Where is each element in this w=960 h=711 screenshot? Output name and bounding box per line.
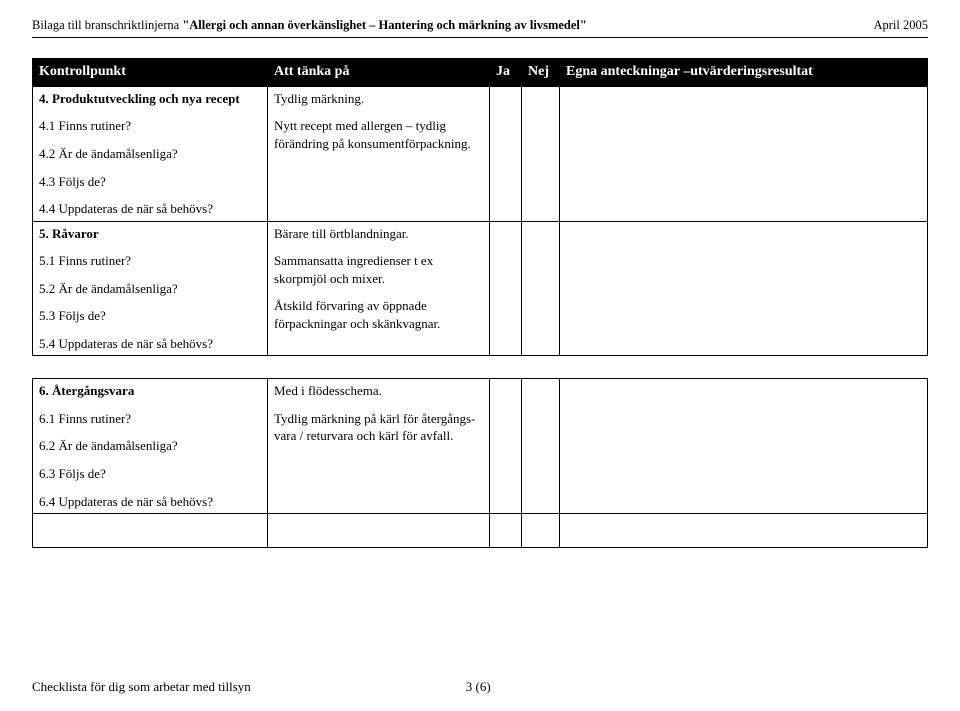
table-gap (32, 356, 928, 378)
section-num: 4. (39, 91, 49, 106)
cell-nej[interactable] (522, 86, 560, 221)
col-header-ja: Ja (490, 59, 522, 87)
page-header: Bilaga till branschriktlinjerna "Allergi… (32, 18, 928, 38)
think-text: Bärare till örtblandningar. (274, 225, 483, 243)
table-header-row: Kontrollpunkt Att tänka på Ja Nej Egna a… (33, 59, 928, 87)
col-header-att-tanka-pa: Att tänka på (268, 59, 490, 87)
sub-item: 5.3 Följs de? (39, 307, 261, 325)
col-header-nej: Nej (522, 59, 560, 87)
sub-item: 4.4 Uppdateras de när så behövs? (39, 200, 261, 218)
sub-item: 5.4 Uppdateras de när så behövs? (39, 335, 261, 353)
section-num: 5. (39, 226, 49, 241)
cell-kontrollpunkt: 6. Återgångsvara 6.1 Finns rutiner? 6.2 … (33, 379, 268, 514)
think-text: Tydlig märkning på kärl för återgångs-va… (274, 410, 483, 445)
cell-nej[interactable] (522, 221, 560, 356)
checklist-table: Kontrollpunkt Att tänka på Ja Nej Egna a… (32, 58, 928, 356)
sub-item: 5.1 Finns rutiner? (39, 252, 261, 270)
page-footer: Checklista för dig som arbetar med tills… (32, 679, 928, 695)
section-title: Råvaror (52, 226, 99, 241)
think-text: Åtskild förvaring av öppnade förpackning… (274, 297, 483, 332)
cell-notes[interactable] (560, 514, 928, 548)
think-text: Med i flödesschema. (274, 382, 483, 400)
cell-kontrollpunkt: 4. Produktutveckling och nya recept 4.1 … (33, 86, 268, 221)
think-text: Tydlig märkning. (274, 90, 483, 108)
cell-notes[interactable] (560, 379, 928, 514)
sub-item: 4.1 Finns rutiner? (39, 117, 261, 135)
cell-att-tanka-pa: Med i flödesschema. Tydlig märkning på k… (268, 379, 490, 514)
header-date: April 2005 (873, 18, 928, 33)
sub-item: 4.3 Följs de? (39, 173, 261, 191)
header-prefix: Bilaga till branschriktlinjerna (32, 18, 182, 32)
cell-ja[interactable] (490, 379, 522, 514)
cell-nej[interactable] (522, 379, 560, 514)
cell-nej[interactable] (522, 514, 560, 548)
sub-item: 6.3 Följs de? (39, 465, 261, 483)
cell-ja[interactable] (490, 514, 522, 548)
cell-kontrollpunkt (33, 514, 268, 548)
cell-notes[interactable] (560, 221, 928, 356)
cell-att-tanka-pa (268, 514, 490, 548)
section-title: Produktutveckling och nya recept (52, 91, 240, 106)
header-bold: "Allergi och annan överkänslighet – Hant… (182, 18, 587, 32)
cell-att-tanka-pa: Tydlig märkning. Nytt recept med allerge… (268, 86, 490, 221)
sub-item: 6.1 Finns rutiner? (39, 410, 261, 428)
col-header-egna: Egna anteckningar –utvärderingsresultat (560, 59, 928, 87)
header-title: Bilaga till branschriktlinjerna "Allergi… (32, 18, 587, 33)
sub-item: 5.2 Är de ändamålsenliga? (39, 280, 261, 298)
sub-item: 6.2 Är de ändamålsenliga? (39, 437, 261, 455)
sub-item: 6.4 Uppdateras de när så behövs? (39, 493, 261, 511)
cell-att-tanka-pa: Bärare till örtblandningar. Sammansatta … (268, 221, 490, 356)
col-header-kontrollpunkt: Kontrollpunkt (33, 59, 268, 87)
think-text: Nytt recept med allergen – tydlig föränd… (274, 117, 483, 152)
sub-item: 4.2 Är de ändamålsenliga? (39, 145, 261, 163)
think-text: Sammansatta ingredienser t ex skorpmjöl … (274, 252, 483, 287)
footer-page: 3 (6) (466, 679, 491, 695)
cell-ja[interactable] (490, 221, 522, 356)
checklist-table-2: 6. Återgångsvara 6.1 Finns rutiner? 6.2 … (32, 378, 928, 548)
footer-title: Checklista för dig som arbetar med tills… (32, 679, 251, 695)
section-title: Återgångsvara (52, 383, 134, 398)
section-num: 6. (39, 383, 49, 398)
cell-kontrollpunkt: 5. Råvaror 5.1 Finns rutiner? 5.2 Är de … (33, 221, 268, 356)
table-row-empty (33, 514, 928, 548)
cell-ja[interactable] (490, 86, 522, 221)
cell-notes[interactable] (560, 86, 928, 221)
